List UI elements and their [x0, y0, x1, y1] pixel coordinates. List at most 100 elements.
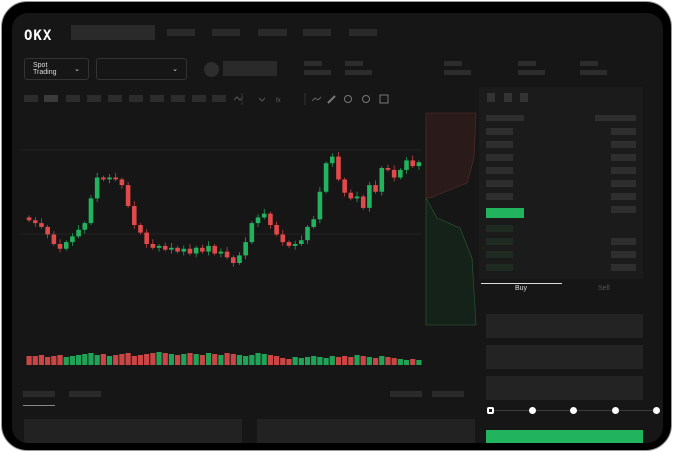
- candle-body: [391, 169, 397, 178]
- timeframe-button[interactable]: [129, 95, 143, 102]
- candle-body: [274, 225, 279, 235]
- volume-bar: [88, 353, 94, 365]
- candle-body: [162, 245, 168, 250]
- pair-dropdown[interactable]: ⌄: [96, 58, 187, 80]
- magnet-icon: [344, 95, 352, 103]
- candle-body: [348, 192, 354, 199]
- nav-item[interactable]: [258, 29, 287, 36]
- order-card: [24, 419, 242, 443]
- timeframe-button[interactable]: [192, 95, 206, 102]
- orderbook-header: [595, 115, 636, 121]
- timeframe-button[interactable]: [66, 95, 80, 102]
- volume-bar: [205, 353, 212, 365]
- candle-body: [336, 156, 341, 180]
- stat-label: [580, 61, 598, 66]
- candle-body: [373, 185, 378, 192]
- nav-item[interactable]: [212, 29, 240, 36]
- candle-body: [193, 247, 199, 254]
- timeframe-button[interactable]: [87, 95, 101, 102]
- orderbook-sell-icon[interactable]: [520, 93, 528, 102]
- nav-item[interactable]: [349, 29, 377, 36]
- volume-bar: [286, 359, 292, 365]
- depth-bids: [425, 197, 477, 326]
- ask-amount: [611, 193, 636, 200]
- volume-bar: [274, 356, 280, 365]
- candle-body: [268, 213, 273, 225]
- order-card: [257, 419, 475, 443]
- candle-body: [323, 163, 329, 192]
- buy-button[interactable]: [486, 430, 643, 443]
- candle-body: [261, 213, 267, 218]
- timeframe-button[interactable]: [150, 95, 164, 102]
- slider-stop[interactable]: [487, 407, 494, 414]
- stat-label: [518, 61, 536, 66]
- candle-body: [206, 245, 211, 252]
- candle-body: [169, 247, 174, 250]
- volume-bar: [261, 354, 267, 365]
- amount-input[interactable]: [486, 345, 643, 369]
- orderbook-buy-icon[interactable]: [504, 93, 512, 102]
- nav-item[interactable]: [303, 29, 331, 36]
- volume-bar: [57, 355, 63, 365]
- filter-button[interactable]: [432, 391, 464, 397]
- volume-bar: [26, 356, 32, 365]
- filter-button[interactable]: [390, 391, 422, 397]
- timeframe-button[interactable]: [44, 95, 58, 102]
- tab-buy[interactable]: Buy: [515, 285, 528, 292]
- volume-bar: [181, 354, 187, 365]
- total-input[interactable]: [486, 376, 643, 400]
- volume-bar: [131, 356, 137, 365]
- ask-price: [486, 141, 513, 148]
- tab-open-orders[interactable]: [23, 391, 55, 397]
- volume-bar: [82, 354, 88, 365]
- candle-body: [311, 219, 317, 227]
- timeframe-button[interactable]: [108, 95, 122, 102]
- depth-asks: [425, 112, 477, 199]
- orderbook-both-icon[interactable]: [487, 93, 495, 102]
- candle-body: [367, 185, 372, 208]
- slider-stop[interactable]: [528, 407, 536, 414]
- slider-stop[interactable]: [653, 407, 660, 414]
- candle-body: [131, 206, 137, 225]
- timeframe-button[interactable]: [212, 95, 226, 102]
- pencil-icon: [327, 95, 336, 104]
- tab-order-history[interactable]: [69, 391, 101, 397]
- bid-price: [486, 264, 513, 271]
- candle-body: [218, 251, 224, 254]
- candle-body: [101, 177, 106, 180]
- bid-amount: [611, 251, 636, 258]
- indicator-icon: [258, 97, 266, 102]
- market-type-dropdown[interactable]: Spot Trading ⌄: [24, 58, 89, 80]
- search-bar[interactable]: [71, 25, 155, 40]
- volume-bar: [38, 355, 45, 365]
- stat-label: [345, 61, 363, 66]
- slider-stop[interactable]: [570, 407, 577, 414]
- volume-bar: [416, 360, 422, 365]
- timeframe-button[interactable]: [24, 95, 38, 102]
- volume-bar: [236, 355, 243, 365]
- nav-item[interactable]: [167, 29, 195, 36]
- stat-value: [518, 70, 545, 75]
- timeframe-button[interactable]: [171, 95, 185, 102]
- tab-sell[interactable]: Sell: [598, 285, 610, 292]
- bid-price: [486, 225, 513, 232]
- candlestick-chart[interactable]: fx: [12, 13, 663, 443]
- ask-price: [486, 193, 513, 200]
- line-icon: [311, 96, 322, 102]
- bid-amount: [611, 264, 636, 271]
- candle-body: [292, 244, 298, 246]
- price-input[interactable]: [486, 314, 643, 338]
- volume-bar: [94, 355, 100, 365]
- chevron-down-icon: ⌄: [172, 66, 178, 73]
- amount-slider[interactable]: [487, 407, 660, 414]
- volume-bar: [218, 355, 224, 365]
- volume-bar: [348, 357, 354, 365]
- candle-body: [299, 240, 304, 244]
- volume-bar: [397, 359, 403, 365]
- stat-label: [304, 61, 322, 66]
- candle-body: [181, 248, 187, 252]
- ask-amount: [611, 167, 636, 174]
- slider-stop[interactable]: [611, 407, 619, 414]
- volume-bar: [342, 356, 348, 365]
